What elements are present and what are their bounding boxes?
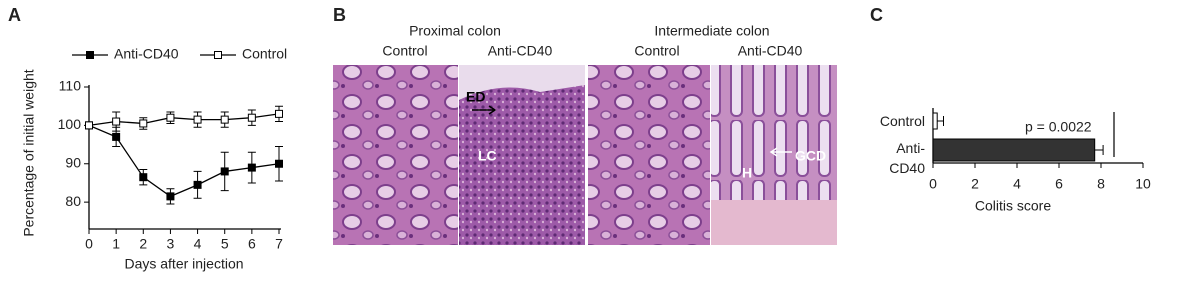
- marker: [193, 180, 202, 189]
- x-tick-label: 0: [929, 176, 937, 192]
- marker: [85, 121, 93, 130]
- legend-marker: [86, 51, 94, 59]
- x-axis-label: Colitis score: [975, 198, 1051, 214]
- bar: [932, 138, 1096, 162]
- marker: [112, 132, 121, 141]
- histology-tissue: [459, 85, 585, 245]
- histology-image: [333, 65, 458, 245]
- marker: [275, 109, 283, 118]
- y-tick-label: 80: [65, 193, 81, 209]
- image-annotation: LC: [478, 148, 497, 164]
- arrow: [769, 147, 792, 157]
- column-label: Control: [634, 43, 679, 59]
- marker: [139, 173, 148, 182]
- panel-label: A: [8, 5, 21, 25]
- x-tick-label: 8: [1097, 176, 1105, 192]
- x-tick-label: 2: [971, 176, 979, 192]
- series-line: [88, 113, 280, 127]
- histology-images: [333, 65, 837, 245]
- series-line: [88, 124, 280, 198]
- bar: [932, 112, 938, 130]
- y-tick-label: 90: [65, 154, 81, 170]
- x-tick-label: 4: [1013, 176, 1021, 192]
- marker: [275, 159, 283, 168]
- histology-tissue: [711, 200, 837, 245]
- x-tick-label: 10: [1135, 176, 1151, 192]
- x-tick-label: 6: [248, 236, 256, 252]
- marker: [220, 115, 229, 124]
- marker: [112, 117, 121, 126]
- marker: [166, 113, 175, 122]
- x-tick-label: 1: [112, 236, 120, 252]
- x-tick-label: 5: [221, 236, 229, 252]
- marker: [139, 119, 148, 128]
- column-label: Anti-CD40: [738, 43, 803, 59]
- region-title: Intermediate colon: [654, 23, 769, 39]
- legend-marker: [214, 51, 222, 59]
- x-tick-label: 7: [275, 236, 283, 252]
- x-axis-label: Days after injection: [124, 256, 243, 272]
- panel-label: C: [870, 5, 883, 25]
- marker: [166, 192, 175, 201]
- y-tick-label: 110: [59, 78, 82, 94]
- marker: [247, 163, 256, 172]
- marker: [193, 115, 202, 124]
- panel-label: B: [333, 5, 346, 25]
- region-title: Proximal colon: [409, 23, 501, 39]
- x-tick-label: 2: [139, 236, 147, 252]
- legend-label: Control: [242, 46, 287, 62]
- histology-image: [588, 65, 710, 245]
- annotation: p = 0.0022: [1025, 119, 1092, 135]
- column-label: Anti-CD40: [488, 43, 553, 59]
- column-label: Control: [382, 43, 427, 59]
- image-annotation: ED: [466, 89, 485, 105]
- image-annotation: GCD: [795, 148, 826, 164]
- y-tick-label: 100: [58, 116, 82, 132]
- y-tick-label: Anti- CD40: [889, 140, 925, 176]
- image-annotation: H: [742, 165, 752, 181]
- legend-label: Anti-CD40: [114, 46, 179, 62]
- x-tick-label: 4: [194, 236, 202, 252]
- x-tick-label: 0: [85, 236, 93, 252]
- error-bar: [937, 116, 944, 126]
- y-axis-label: Percentage of initial weight: [21, 69, 37, 236]
- x-tick-label: 3: [167, 236, 175, 252]
- error-bar: [1094, 145, 1104, 155]
- y-tick-label: Control: [879, 113, 925, 129]
- arrow: [472, 105, 497, 115]
- marker: [220, 167, 229, 176]
- marker: [247, 113, 256, 122]
- x-tick-label: 6: [1055, 176, 1063, 192]
